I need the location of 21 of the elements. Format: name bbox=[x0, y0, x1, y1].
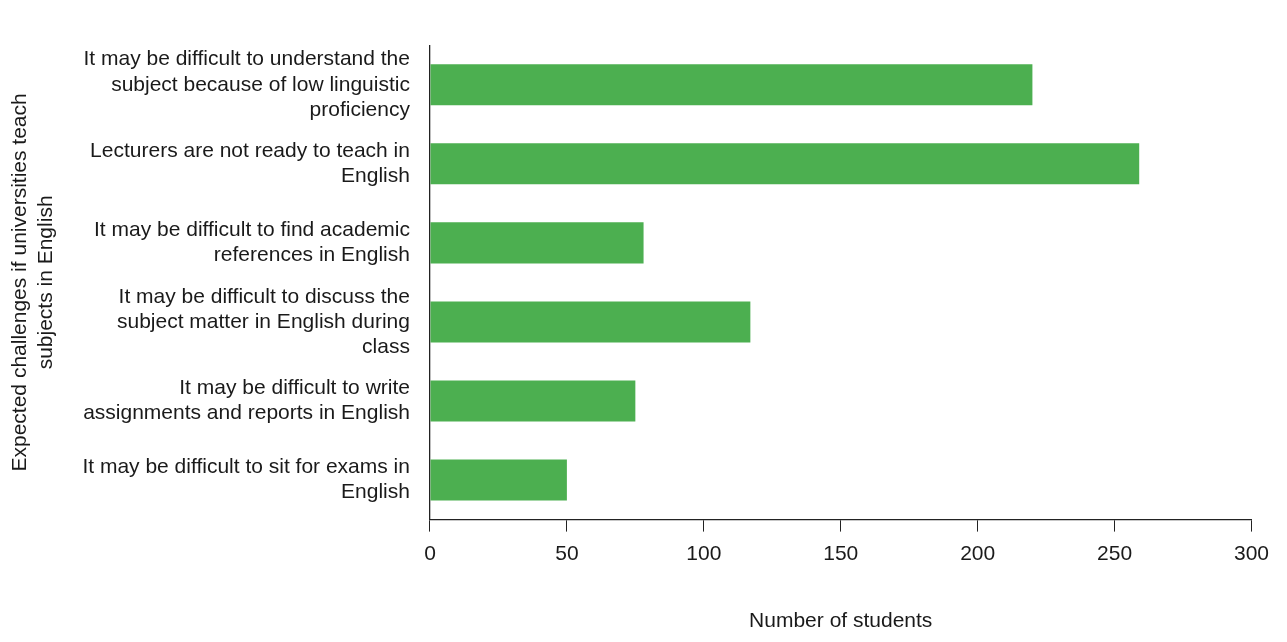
x-tick-label: 0 bbox=[424, 541, 436, 564]
y-tick-label: It may be difficult to write assignments and reports in English bbox=[83, 375, 410, 424]
x-tick-label: 150 bbox=[823, 541, 859, 564]
y-tick-label: It may be difficult to sit for exams in English bbox=[82, 454, 410, 503]
bar bbox=[430, 143, 1140, 185]
y-tick-label: It may be difficult to discuss the subject matter in English during class bbox=[116, 283, 410, 357]
y-axis-title: Expected challenges if universities teach subjects in English bbox=[7, 93, 56, 472]
bar bbox=[430, 222, 644, 264]
bar bbox=[430, 459, 567, 501]
bar bbox=[430, 64, 1033, 106]
x-axis-title: Number of students bbox=[749, 608, 933, 632]
bar bbox=[430, 380, 636, 422]
bar bbox=[430, 301, 751, 343]
x-tick-label: 200 bbox=[960, 541, 996, 564]
y-tick-label: It may be difficult to find academic references in English bbox=[94, 217, 410, 266]
x-tick-label: 300 bbox=[1233, 541, 1269, 564]
y-tick-label: It may be difficult to understand the subject because of low linguistic proficiency bbox=[83, 46, 411, 120]
y-tick-label: Lecturers are not ready to teach in English bbox=[90, 138, 410, 187]
x-tick-label: 100 bbox=[686, 541, 722, 564]
x-tick-label: 50 bbox=[555, 541, 579, 564]
x-tick-label: 250 bbox=[1097, 541, 1133, 564]
